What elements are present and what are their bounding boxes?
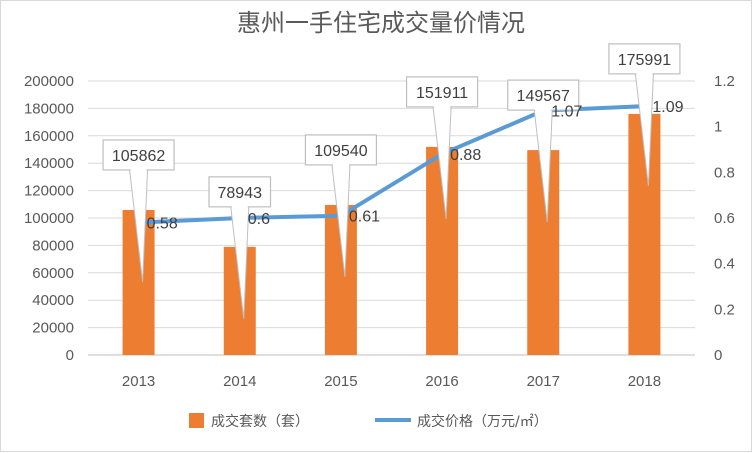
right-tick-label: 0.4: [714, 256, 735, 273]
legend-label-line: 成交价格（万元/㎡）: [417, 413, 548, 430]
left-tick-label: 40000: [32, 292, 74, 309]
right-tick-label: 0.2: [714, 301, 735, 318]
left-tick-label: 160000: [24, 128, 74, 145]
left-tick-label: 0: [66, 347, 74, 364]
bar-value-label: 149567: [517, 88, 570, 105]
price-value-label: 0.58: [147, 216, 178, 233]
callout-box: [507, 79, 580, 111]
left-tick-label: 60000: [32, 265, 74, 282]
category-label: 2016: [425, 373, 458, 390]
bar-value-label: 109540: [314, 143, 367, 160]
left-axis-ticks: 0 20000 40000 60000 80000 100000 120000 140000 1…: [24, 73, 74, 364]
left-tick-label: 100000: [24, 210, 74, 227]
category-label: 2017: [527, 373, 560, 390]
category-label: 2013: [122, 373, 155, 390]
callout-seam: [332, 163, 349, 167]
legend: 成交套数（套） 成交价格（万元/㎡）: [189, 413, 548, 430]
bar-value-label: 175991: [618, 52, 671, 69]
gridlines: [88, 80, 695, 356]
bar-value-label: 105862: [112, 148, 165, 165]
category-labels: 2013 2014 2015 2016 2017 2018: [122, 373, 661, 390]
legend-label-bar: 成交套数（套）: [211, 413, 309, 430]
right-tick-label: 1.2: [714, 73, 735, 90]
price-value-label: 1.09: [652, 99, 683, 116]
right-tick-label: 0.6: [714, 210, 735, 227]
left-tick-label: 20000: [32, 320, 74, 337]
right-tick-label: 0.8: [714, 164, 735, 181]
category-label: 2018: [628, 373, 661, 390]
bar-series: [122, 113, 661, 355]
bar-value-label: 151911: [416, 85, 468, 102]
callout-seam: [535, 108, 552, 112]
callout-box: [208, 176, 272, 208]
price-value-label: 1.07: [551, 104, 582, 121]
price-value-label: 0.6: [248, 211, 270, 228]
callout-seam: [231, 205, 248, 209]
left-tick-label: 200000: [24, 73, 74, 90]
left-tick-label: 80000: [32, 237, 74, 254]
right-tick-label: 1: [714, 119, 722, 136]
bar-value-label: 78943: [218, 185, 263, 202]
price-value-label: 0.61: [349, 209, 380, 226]
left-tick-label: 140000: [24, 155, 74, 172]
callout-box: [608, 43, 681, 75]
callout-seam: [636, 72, 653, 76]
line-value-labels: 0.58 0.6 0.61 0.88 1.07 1.09: [147, 99, 684, 232]
left-tick-label: 180000: [24, 100, 74, 117]
callout-box: [405, 76, 479, 108]
legend-swatch-bar: [189, 413, 204, 428]
right-tick-label: 0: [714, 347, 722, 364]
chart-title: 惠州一手住宅成交量价情况: [237, 9, 525, 37]
category-label: 2014: [223, 373, 256, 390]
category-label: 2015: [324, 373, 357, 390]
price-value-label: 0.88: [450, 147, 481, 164]
callout-seam: [434, 105, 451, 109]
right-axis-ticks: 0 0.2 0.4 0.6 0.8 1 1.2: [714, 73, 735, 364]
left-tick-label: 120000: [24, 183, 74, 200]
callout-seam: [130, 168, 147, 172]
bar-value-callouts: 105862 78943 109540 151911 149567 175991: [102, 43, 681, 319]
